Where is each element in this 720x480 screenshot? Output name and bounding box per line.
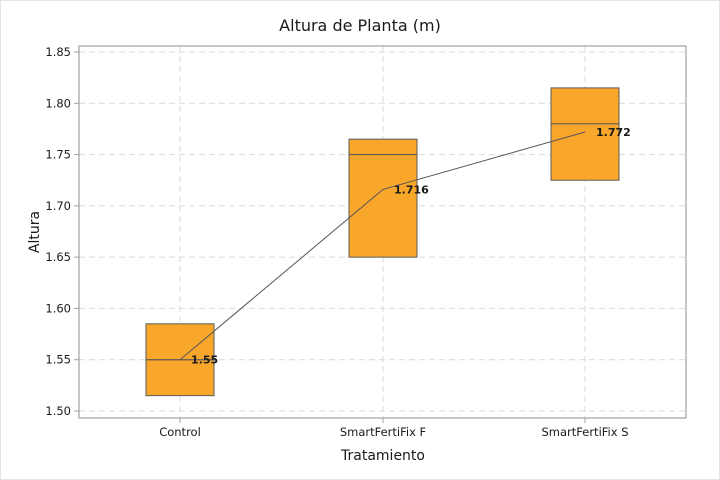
x-axis-title: Tratamiento <box>340 448 425 464</box>
box-iqr <box>550 87 620 181</box>
y-tick-label: 1.60 <box>45 301 71 315</box>
y-tick-label: 1.65 <box>45 250 71 264</box>
y-tick-label: 1.50 <box>45 404 71 418</box>
y-axis-title: Altura <box>27 211 43 253</box>
mean-label: 1.772 <box>596 126 631 139</box>
y-tick-label: 1.70 <box>45 199 71 213</box>
x-tick-label: Control <box>159 425 201 439</box>
y-tick-label: 1.55 <box>45 353 71 367</box>
y-tick-label: 1.85 <box>45 45 71 59</box>
box-iqr <box>348 138 418 258</box>
y-tick-label: 1.75 <box>45 148 71 162</box>
box-smartfertifix-s <box>550 87 620 181</box>
box-smartfertifix-f <box>348 138 418 258</box>
y-tick-label: 1.80 <box>45 96 71 110</box>
mean-connect-line <box>179 131 586 361</box>
mean-label: 1.55 <box>191 354 218 367</box>
x-tick-label: SmartFertiFix F <box>340 425 426 439</box>
mean-label: 1.716 <box>394 183 429 196</box>
chart-title: Altura de Planta (m) <box>279 16 441 35</box>
x-tick-label: SmartFertiFix S <box>541 425 628 439</box>
